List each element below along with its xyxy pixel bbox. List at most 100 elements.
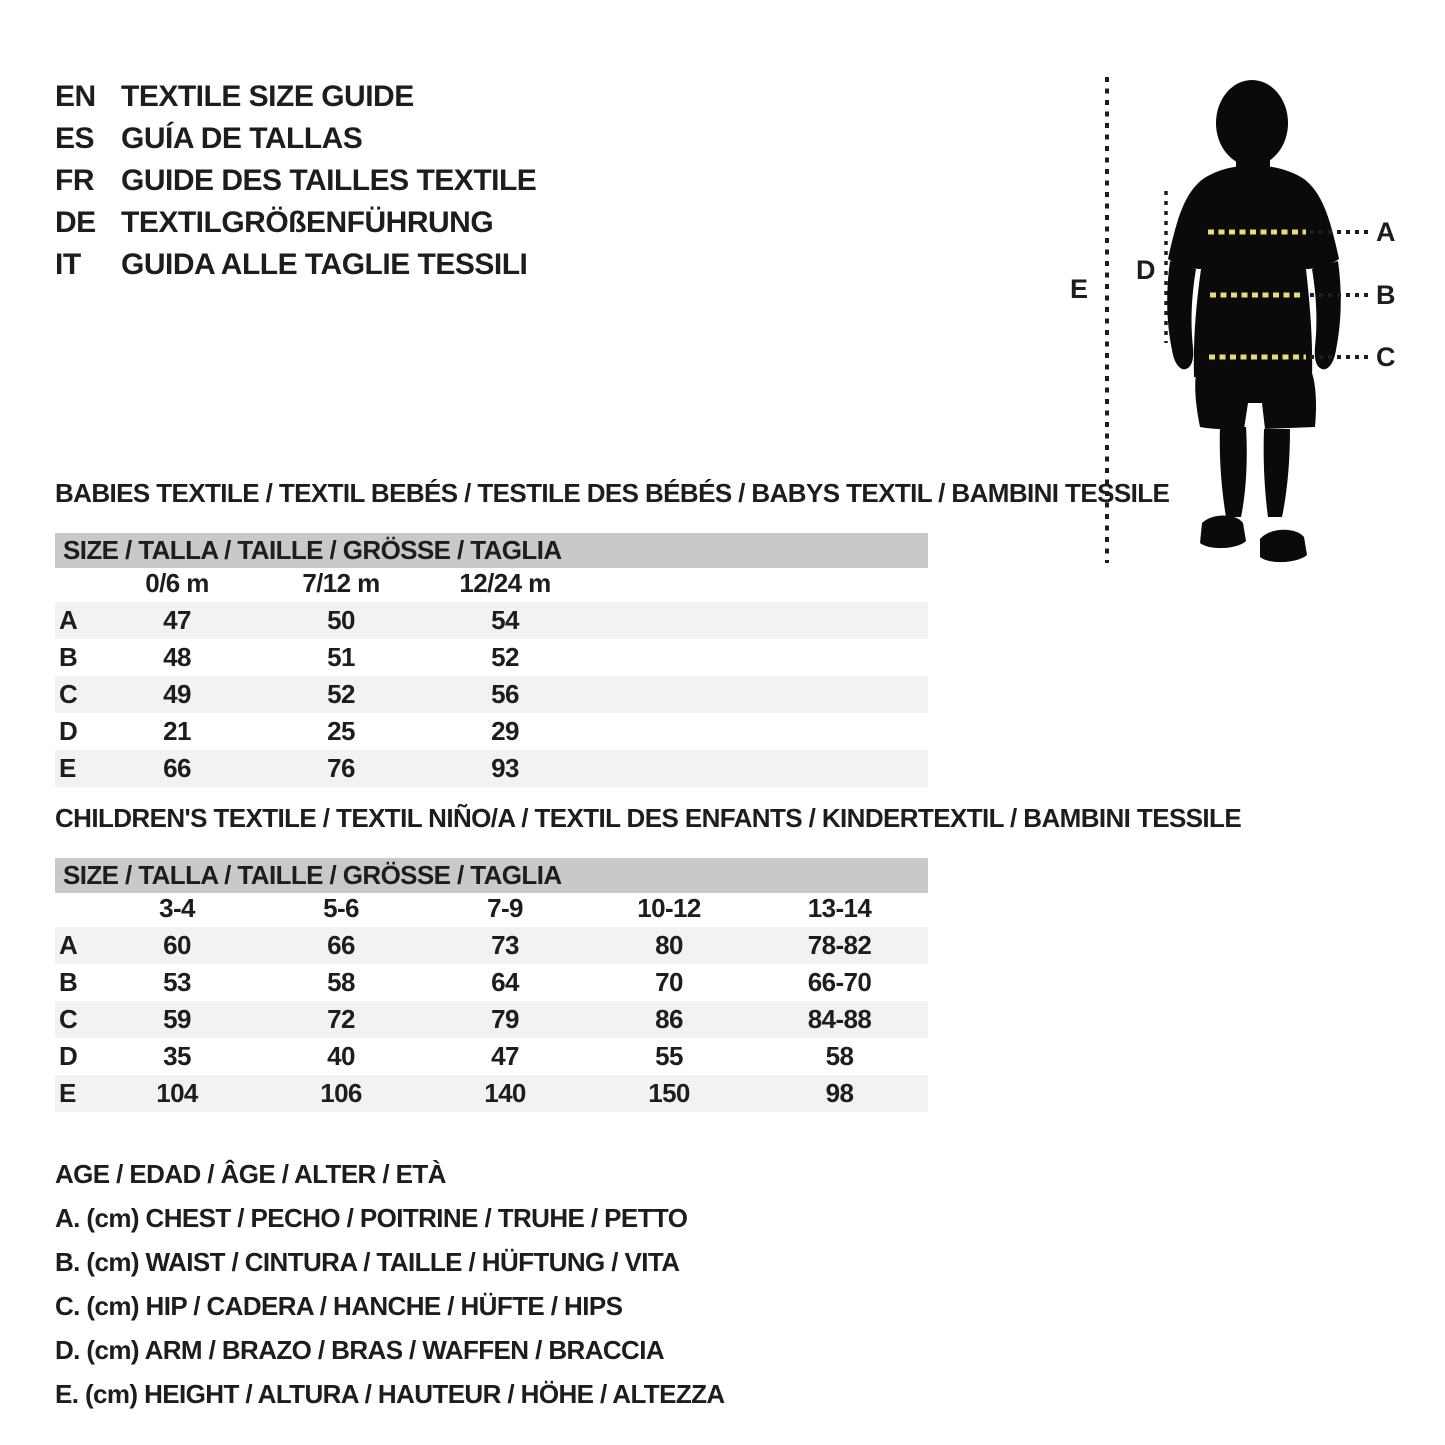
size-value-cell: 47 [491,1041,519,1071]
children-size-header-label: SIZE / TALLA / TAILLE / GRÖSSE / TAGLIA [63,860,562,890]
size-value-cell: 55 [655,1041,683,1071]
size-value-cell: 150 [648,1078,690,1108]
figure-label-d: D [1136,255,1156,285]
size-columns-row: 0/6 m 7/12 m 12/24 m [55,565,928,602]
table-row: E 66 76 93 [55,750,928,787]
measure-row-label: C [59,679,78,709]
language-title: GUIDE DES TAILLES TEXTILE [121,164,537,197]
size-column-header: 10-12 [637,893,701,923]
figure-label-a: A [1376,217,1396,247]
size-value-cell: 140 [484,1078,526,1108]
size-value-cell [587,602,751,639]
measure-row-label: D [59,1041,78,1071]
size-value-cell: 93 [491,753,519,783]
table-row: C 49 52 56 [55,676,928,713]
legend-line: AGE / EDAD / ÂGE / ALTER / ETÀ [55,1159,446,1189]
size-value-cell: 50 [327,605,355,635]
silhouette-shorts [1195,373,1316,430]
measure-row-label: B [59,967,78,997]
size-value-cell: 49 [163,679,191,709]
size-column-header [751,565,928,602]
size-value-cell: 60 [163,930,191,960]
size-column-header [587,565,751,602]
size-value-cell: 72 [327,1004,355,1034]
size-value-cell [587,713,751,750]
corner-cell [55,890,95,927]
size-value-cell [587,639,751,676]
size-column-header: 13-14 [807,893,872,923]
size-value-cell: 53 [163,967,191,997]
size-column-header: 5-6 [323,893,359,923]
size-value-cell: 21 [163,716,191,746]
children-size-header-bar: SIZE / TALLA / TAILLE / GRÖSSE / TAGLIA [55,858,928,893]
babies-size-header-label: SIZE / TALLA / TAILLE / GRÖSSE / TAGLIA [63,535,562,565]
language-code: IT [55,248,81,281]
size-value-cell: 58 [825,1041,854,1071]
language-code: DE [55,206,96,239]
silhouette-left-arm [1167,261,1196,370]
language-title: TEXTILGRÖßENFÜHRUNG [121,206,494,239]
size-column-header: 12/24 m [459,568,551,598]
size-value-cell: 66 [163,753,191,783]
child-silhouette-figure: A B C D E [1070,77,1396,563]
measure-row-label: A [59,605,78,635]
children-size-table: 3-4 5-6 7-9 10-12 13-14 A 60 66 73 80 78-82 B 53 58 64… [55,890,928,1112]
size-value-cell: 78-82 [807,930,872,960]
children-section-heading: CHILDREN'S TEXTILE / TEXTIL NIÑO/A / TEX… [55,803,1242,833]
language-title-row: EN TEXTILE SIZE GUIDE [55,76,536,118]
table-row: D 35 40 47 55 58 [55,1038,928,1075]
size-value-cell: 70 [655,967,683,997]
babies-size-table: 0/6 m 7/12 m 12/24 m A 47 50 54 B 48 51 52 C 49 52 56 D… [55,565,928,787]
silhouette-right-arm [1312,261,1341,370]
size-value-cell: 98 [825,1078,854,1108]
size-value-cell: 66 [327,930,355,960]
language-code: FR [55,164,95,197]
table-row: E 104 106 140 150 98 [55,1075,928,1112]
measure-row-label: E [59,753,76,783]
legend-line: E. (cm) HEIGHT / ALTURA / HAUTEUR / HÖHE… [55,1379,725,1409]
size-value-cell: 48 [163,642,191,672]
size-value-cell [751,602,928,639]
size-value-cell: 58 [327,967,355,997]
language-title: GUÍA DE TALLAS [121,122,363,155]
size-column-header: 7-9 [487,893,523,923]
size-value-cell: 40 [327,1041,355,1071]
size-value-cell: 29 [491,716,519,746]
size-column-header: 3-4 [159,893,195,923]
child-silhouette [1167,80,1341,563]
legend-line: D. (cm) ARM / BRAZO / BRAS / WAFFEN / BR… [55,1335,665,1365]
table-row: A 47 50 54 [55,602,928,639]
language-code: ES [55,122,95,155]
table-row: A 60 66 73 80 78-82 [55,927,928,964]
legend-line: A. (cm) CHEST / PECHO / POITRINE / TRUHE… [55,1203,688,1233]
legend-line: B. (cm) WAIST / CINTURA / TAILLE / HÜFTU… [55,1247,680,1277]
size-value-cell: 56 [491,679,519,709]
language-title: TEXTILE SIZE GUIDE [121,80,414,113]
size-column-header: 7/12 m [302,568,380,598]
size-value-cell: 73 [491,930,519,960]
size-value-cell [751,639,928,676]
table-row: B 48 51 52 [55,639,928,676]
language-title-row: FR GUIDE DES TAILLES TEXTILE [55,160,537,202]
language-title-row: IT GUIDA ALLE TAGLIE TESSILI [55,244,536,286]
measure-row-label: D [59,716,78,746]
table-row: D 21 25 29 [55,713,928,750]
legend-line: C. (cm) HIP / CADERA / HANCHE / HÜFTE / … [55,1291,623,1321]
language-title-list: EN TEXTILE SIZE GUIDE ES GUÍA DE TALLAS FR GU… [55,76,537,286]
size-value-cell: 66-70 [807,967,872,997]
table-row: C 59 72 79 86 84-88 [55,1001,928,1038]
measure-row-label: A [59,930,78,960]
size-value-cell: 51 [327,642,355,672]
size-value-cell: 64 [491,967,519,997]
language-title: GUIDA ALLE TAGLIE TESSILI [121,248,528,281]
measure-row-label: E [59,1078,76,1108]
size-value-cell: 86 [655,1004,683,1034]
size-value-cell: 52 [327,679,355,709]
silhouette-head [1216,80,1288,166]
corner-cell [55,565,95,602]
size-value-cell: 104 [156,1078,198,1108]
size-value-cell: 35 [163,1041,191,1071]
language-title-row: ES GUÍA DE TALLAS [55,118,536,160]
table-row: B 53 58 64 70 66-70 [55,964,928,1001]
